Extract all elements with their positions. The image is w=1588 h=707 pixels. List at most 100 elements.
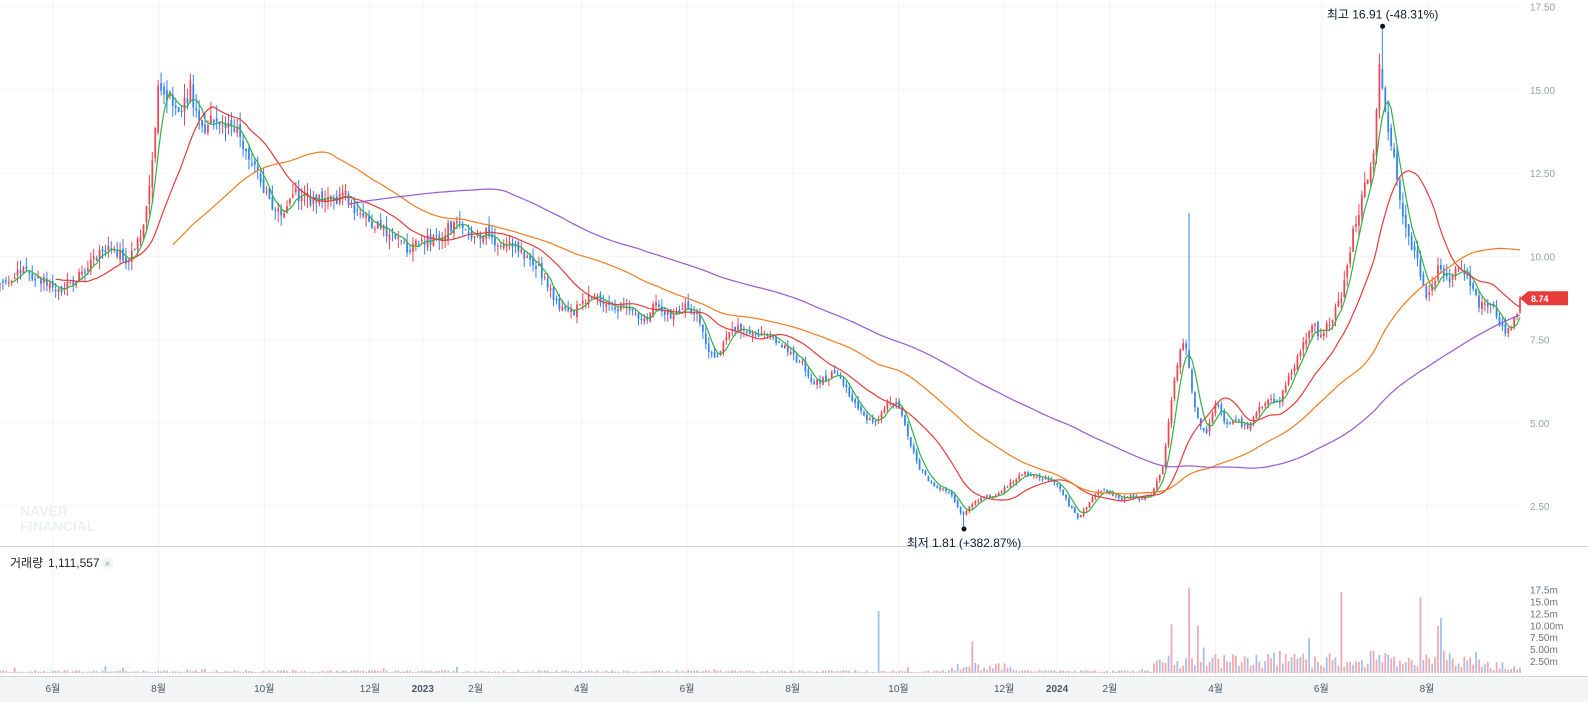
volume-bar <box>1264 661 1267 673</box>
candle-body <box>778 341 780 343</box>
candle-body <box>1358 215 1360 226</box>
candle-body <box>1287 375 1290 385</box>
candle <box>977 498 980 504</box>
candle-body <box>693 312 695 315</box>
candle-body <box>4 280 7 283</box>
volume-bar <box>321 670 324 673</box>
candle <box>819 375 821 389</box>
volume-bar <box>1147 670 1149 673</box>
candle-body <box>84 271 86 273</box>
candle <box>549 283 552 298</box>
candle-body <box>666 309 669 315</box>
volume-bar <box>675 670 678 673</box>
candle-body <box>2 280 4 283</box>
volume-bar <box>473 671 476 673</box>
candle <box>915 448 918 465</box>
volume-bar <box>1097 672 1100 673</box>
candle-body <box>675 311 678 314</box>
volume-bar <box>347 671 350 673</box>
candle <box>1346 263 1349 287</box>
volume-bar <box>1358 661 1360 673</box>
candle <box>543 272 546 281</box>
candle <box>497 242 499 256</box>
candle <box>221 115 224 134</box>
candle <box>1088 501 1091 509</box>
volume-bar <box>157 670 160 673</box>
volume-bar <box>122 667 124 673</box>
candle <box>400 240 403 245</box>
volume-bar <box>514 671 517 673</box>
candle-body <box>696 312 698 314</box>
candle <box>1103 487 1106 491</box>
candle-body <box>1281 390 1284 402</box>
candle <box>1396 145 1398 186</box>
candle <box>681 302 684 310</box>
candle <box>177 106 180 113</box>
candle-body <box>974 501 977 504</box>
volume-bar <box>868 672 871 673</box>
candle-body <box>1363 182 1366 198</box>
candle <box>540 256 543 285</box>
candle-body <box>1100 490 1103 493</box>
candle <box>719 350 722 357</box>
volume-bar <box>678 671 681 673</box>
candle-body <box>1211 413 1214 423</box>
candle-body <box>1109 491 1111 493</box>
volume-bar <box>1158 659 1161 673</box>
close-icon[interactable]: × <box>105 559 111 570</box>
volume-bar <box>845 670 848 673</box>
volume-bar <box>573 671 575 673</box>
candle-body <box>1027 472 1029 476</box>
candle-body <box>461 223 464 228</box>
volume-bar <box>224 671 227 673</box>
volume-bar <box>379 671 382 673</box>
volume-close-button[interactable] <box>102 557 114 569</box>
volume-bar <box>611 670 613 673</box>
candle <box>1363 172 1366 199</box>
candle-body <box>971 504 974 507</box>
candle-body <box>748 331 751 335</box>
candle-body <box>555 299 558 301</box>
candle-body <box>965 510 968 515</box>
candle-body <box>1305 340 1308 345</box>
candle-body <box>1223 410 1226 422</box>
volume-bar <box>757 672 760 673</box>
candle <box>1205 425 1208 435</box>
candle-body <box>195 108 198 111</box>
volume-bar <box>382 668 385 673</box>
candle-body <box>324 198 326 203</box>
candle <box>813 378 816 385</box>
candle <box>250 152 253 168</box>
candle <box>617 305 619 320</box>
volume-bar <box>113 671 116 673</box>
volume-bar <box>942 670 944 673</box>
candle-body <box>871 418 874 422</box>
volume-bar <box>168 672 171 673</box>
candle <box>520 242 523 255</box>
volume-bar <box>1071 671 1073 673</box>
volume-bar <box>1038 670 1041 673</box>
volume-bar <box>737 671 739 673</box>
time-tick-label: 8월 <box>151 683 166 695</box>
volume-bar <box>1519 667 1521 673</box>
candle-body <box>394 234 397 239</box>
candle <box>740 323 742 339</box>
volume-bar <box>1088 671 1091 673</box>
candle <box>1062 489 1064 496</box>
candle <box>1317 320 1319 341</box>
volume-bar <box>1188 588 1190 673</box>
candle-body <box>34 279 37 281</box>
candle <box>391 227 394 242</box>
candle-body <box>830 371 833 379</box>
volume-bar <box>866 670 868 673</box>
candle <box>89 252 92 276</box>
candle <box>1372 149 1375 174</box>
volume-bar <box>110 671 113 673</box>
candle-body <box>1114 495 1117 497</box>
candle-body <box>1106 489 1108 493</box>
volume-bar <box>763 671 766 673</box>
volume-bar <box>728 670 731 673</box>
volume-bar <box>1308 638 1311 673</box>
watermark-line-1: NAVER <box>20 503 68 519</box>
candle-body <box>1185 343 1188 349</box>
